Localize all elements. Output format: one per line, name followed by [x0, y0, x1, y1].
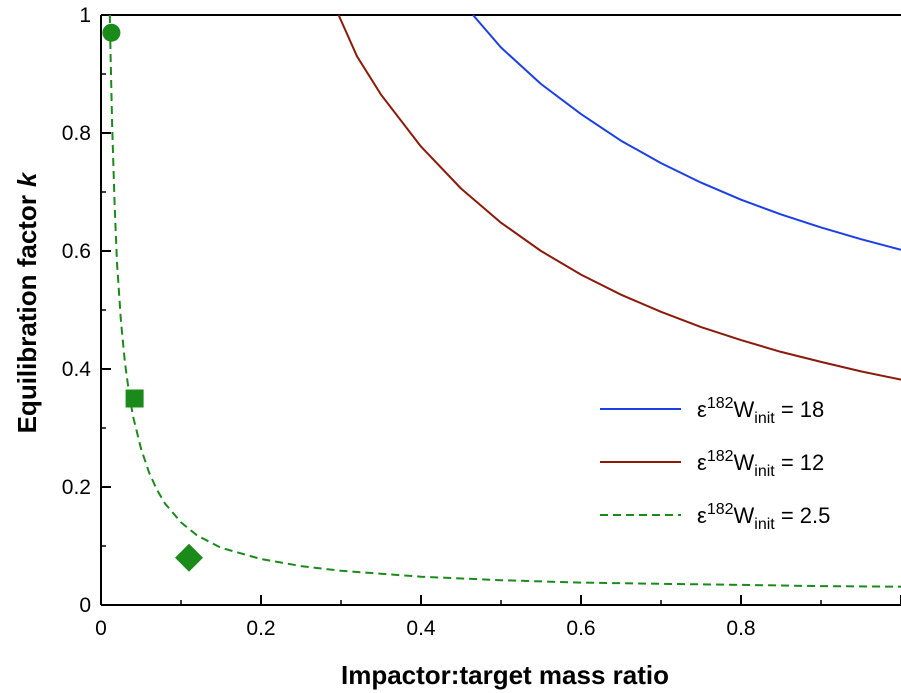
- series-line-w12: [337, 14, 901, 381]
- legend: ε182Winit = 18 ε182Winit = 12 ε182Winit = …: [600, 395, 830, 533]
- plot-area: 0 0.2 0.4 0.6 0.8 0 0.2 0.4 0.6 0.8 1: [62, 4, 901, 640]
- series-group: [108, 14, 901, 588]
- y-tick-label: 0: [79, 594, 91, 617]
- y-tick-label: 1: [79, 4, 91, 27]
- series-line-w18: [472, 14, 901, 251]
- x-tick-label: 0.8: [726, 617, 755, 640]
- y-ticks: 0 0.2 0.4 0.6 0.8 1: [62, 4, 111, 617]
- legend-label-w12: ε182Winit = 12: [697, 448, 824, 480]
- legend-label-w18: ε182Winit = 18: [697, 395, 824, 427]
- x-tick-label: 0: [95, 617, 107, 640]
- x-tick-label: 0.2: [246, 617, 275, 640]
- marker-square: [125, 389, 144, 408]
- x-ticks: 0 0.2 0.4 0.6 0.8: [95, 595, 901, 640]
- y-axis-title: Equilibration factor k: [12, 171, 42, 433]
- x-tick-label: 0.6: [566, 617, 595, 640]
- series-line-w25: [108, 14, 901, 588]
- y-tick-label: 0.4: [62, 358, 92, 381]
- y-axis-title-text: Equilibration factor: [12, 195, 42, 433]
- y-tick-label: 0.8: [62, 122, 91, 145]
- legend-label-w25: ε182Winit = 2.5: [697, 501, 830, 533]
- y-tick-label: 0.6: [62, 240, 91, 263]
- marker-diamond: [175, 543, 203, 572]
- x-axis-title: Impactor:target mass ratio: [341, 660, 669, 690]
- marker-group: [102, 23, 203, 572]
- marker-circle: [102, 23, 121, 42]
- x-tick-label: 0.4: [406, 617, 436, 640]
- y-axis-title-symbol: k: [12, 171, 42, 187]
- y-tick-label: 0.2: [62, 476, 91, 499]
